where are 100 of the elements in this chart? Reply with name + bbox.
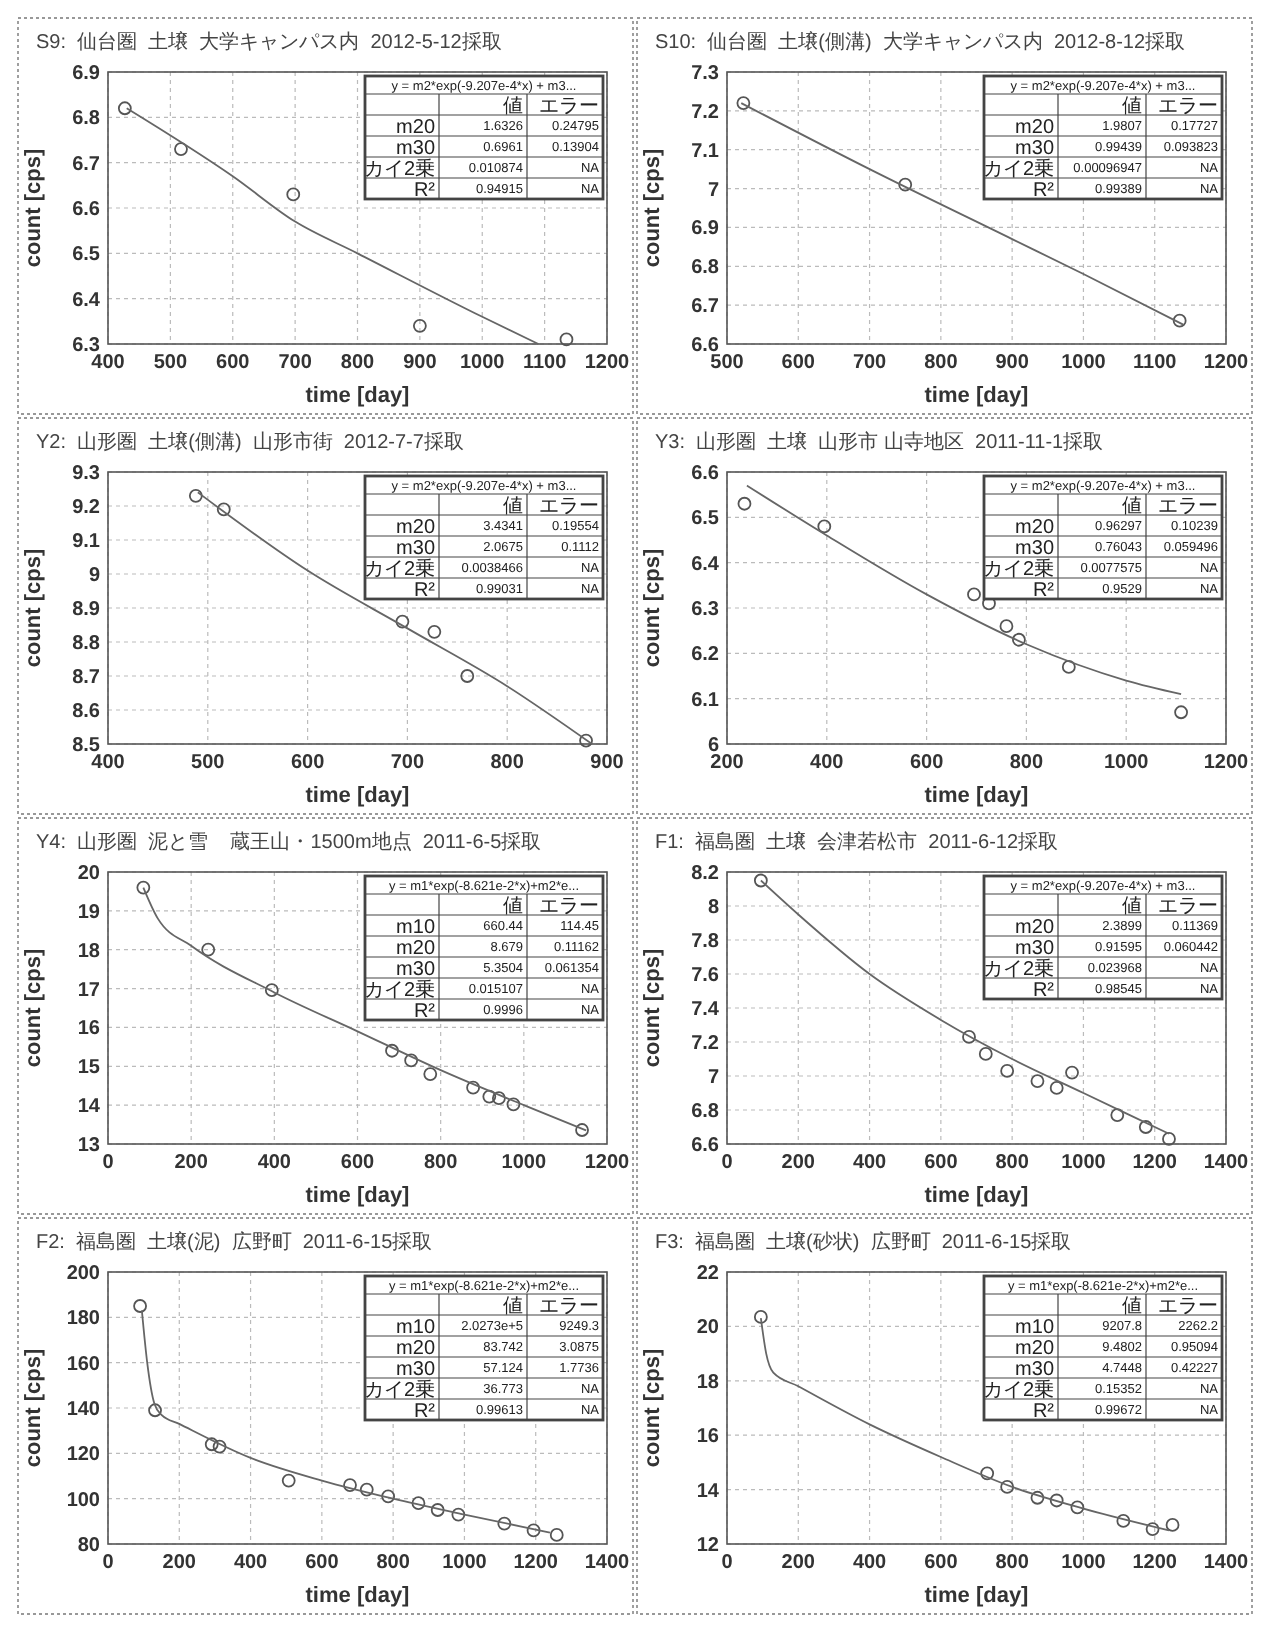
point [117, 101, 132, 116]
point [136, 880, 151, 895]
x-tick-label: 600 [340, 1152, 376, 1174]
point [216, 502, 231, 517]
x-tick-label: 700 [852, 352, 888, 374]
x-tick-label: 800 [376, 1552, 411, 1574]
point [1070, 1500, 1085, 1515]
point [491, 1091, 506, 1106]
x-tick-label: 500 [710, 352, 745, 374]
y-tick-label: 8.9 [72, 599, 101, 621]
point [411, 1496, 426, 1511]
x-tick-label: 200 [174, 1152, 209, 1174]
y-tick-label: 16 [696, 1426, 720, 1449]
x-tick-label: 1200 [1132, 1552, 1178, 1574]
point [1116, 1513, 1131, 1528]
x-axis-title: time [day] [305, 384, 411, 408]
point [1110, 1108, 1125, 1122]
y-tick-label: 6.8 [691, 257, 720, 280]
point [1165, 1518, 1180, 1532]
x-tick-label: 400 [91, 352, 126, 374]
y-tick-label: 7.3 [691, 63, 720, 85]
point [736, 96, 751, 110]
point [967, 587, 981, 602]
y-tick-label: 120 [66, 1444, 101, 1467]
line-series [759, 1317, 1170, 1532]
y-tick-label: 18 [77, 940, 101, 963]
x-tick-label: 1000 [1061, 1152, 1107, 1174]
y-tick-label: 6.8 [72, 108, 101, 131]
y-tick-label: 20 [77, 863, 101, 885]
point [497, 1516, 512, 1531]
y-tick-label: 6.5 [691, 508, 720, 531]
x-axis-title: time [day] [305, 784, 411, 808]
point [381, 1489, 396, 1504]
point [385, 1043, 399, 1058]
x-tick-label: 900 [403, 352, 438, 374]
x-tick-label: 1100 [1133, 352, 1178, 374]
x-tick-label: 0 [102, 1552, 115, 1574]
point [412, 318, 427, 333]
y-tick-label: 18 [696, 1371, 720, 1394]
point [1061, 660, 1076, 674]
x-tick-label: 600 [924, 1152, 959, 1174]
x-tick-label: 1200 [1203, 352, 1250, 374]
y-tick-label: 7.4 [691, 999, 720, 1021]
point [1138, 1120, 1153, 1134]
x-tick-label: 1400 [584, 1552, 631, 1574]
x-tick-label: 500 [153, 352, 188, 374]
y-tick-label: 17 [77, 979, 101, 1002]
x-tick-label: 1200 [1132, 1152, 1178, 1174]
point [460, 669, 475, 683]
y-tick-label: 180 [66, 1308, 101, 1331]
point [978, 1047, 993, 1061]
annotation: 値 エラー [503, 1293, 599, 1318]
x-tick-label: 1400 [1203, 1152, 1250, 1174]
chart-title: F2: 福島圏 土壌(泥) 広野町 2011-6-15採取 [36, 1230, 433, 1254]
x-tick-label: 400 [91, 752, 126, 774]
y-tick-label: 6.4 [691, 553, 720, 576]
annotation: 値 エラー [1122, 93, 1218, 118]
x-tick-label: 0 [721, 1552, 734, 1574]
annotation: 値 エラー [1122, 893, 1218, 918]
point [281, 1473, 296, 1488]
point [286, 187, 301, 202]
y-axis-title: count [cps] [641, 148, 665, 268]
point [559, 332, 574, 347]
x-axis-title: time [day] [924, 1184, 1030, 1208]
x-tick-label: 900 [995, 352, 1030, 374]
y-tick-label: 8 [707, 897, 720, 919]
y-tick-label: 7 [707, 179, 720, 202]
point [962, 1030, 976, 1044]
y-tick-label: 6 [707, 735, 720, 757]
point [575, 1123, 589, 1137]
x-tick-label: 800 [423, 1152, 459, 1174]
y-tick-label: 20 [696, 1317, 720, 1340]
y-tick-label: 6.3 [691, 599, 720, 621]
x-tick-label: 600 [924, 1552, 959, 1574]
y-tick-label: 19 [77, 901, 101, 924]
point [1049, 1081, 1064, 1095]
x-tick-label: 200 [162, 1552, 197, 1574]
x-tick-label: 1400 [1203, 1552, 1250, 1574]
x-tick-label: 600 [781, 352, 816, 374]
point [526, 1523, 541, 1538]
x-tick-label: 500 [191, 752, 226, 774]
y-tick-label: 200 [66, 1263, 101, 1285]
y-tick-label: 8.5 [72, 735, 101, 757]
point [817, 519, 832, 534]
x-axis-title: time [day] [305, 1184, 411, 1208]
x-tick-label: 1200 [584, 352, 631, 374]
annotation: 値 エラー [1122, 493, 1218, 518]
y-tick-label: 9.1 [72, 531, 101, 553]
y-tick-label: 140 [66, 1399, 101, 1421]
point [430, 1503, 445, 1517]
point [359, 1482, 374, 1497]
x-tick-label: 800 [340, 352, 376, 374]
annotation: 値 エラー [503, 93, 599, 118]
y-tick-label: 9 [88, 565, 101, 587]
y-tick-label: 160 [66, 1353, 101, 1376]
point [148, 1403, 162, 1418]
y-axis-title: count [cps] [22, 548, 46, 668]
y-tick-label: 12 [696, 1535, 720, 1557]
y-tick-label: 8.7 [72, 667, 101, 689]
chart-title: Y2: 山形圏 土壌(側溝) 山形市街 2012-7-7採取 [36, 430, 464, 454]
